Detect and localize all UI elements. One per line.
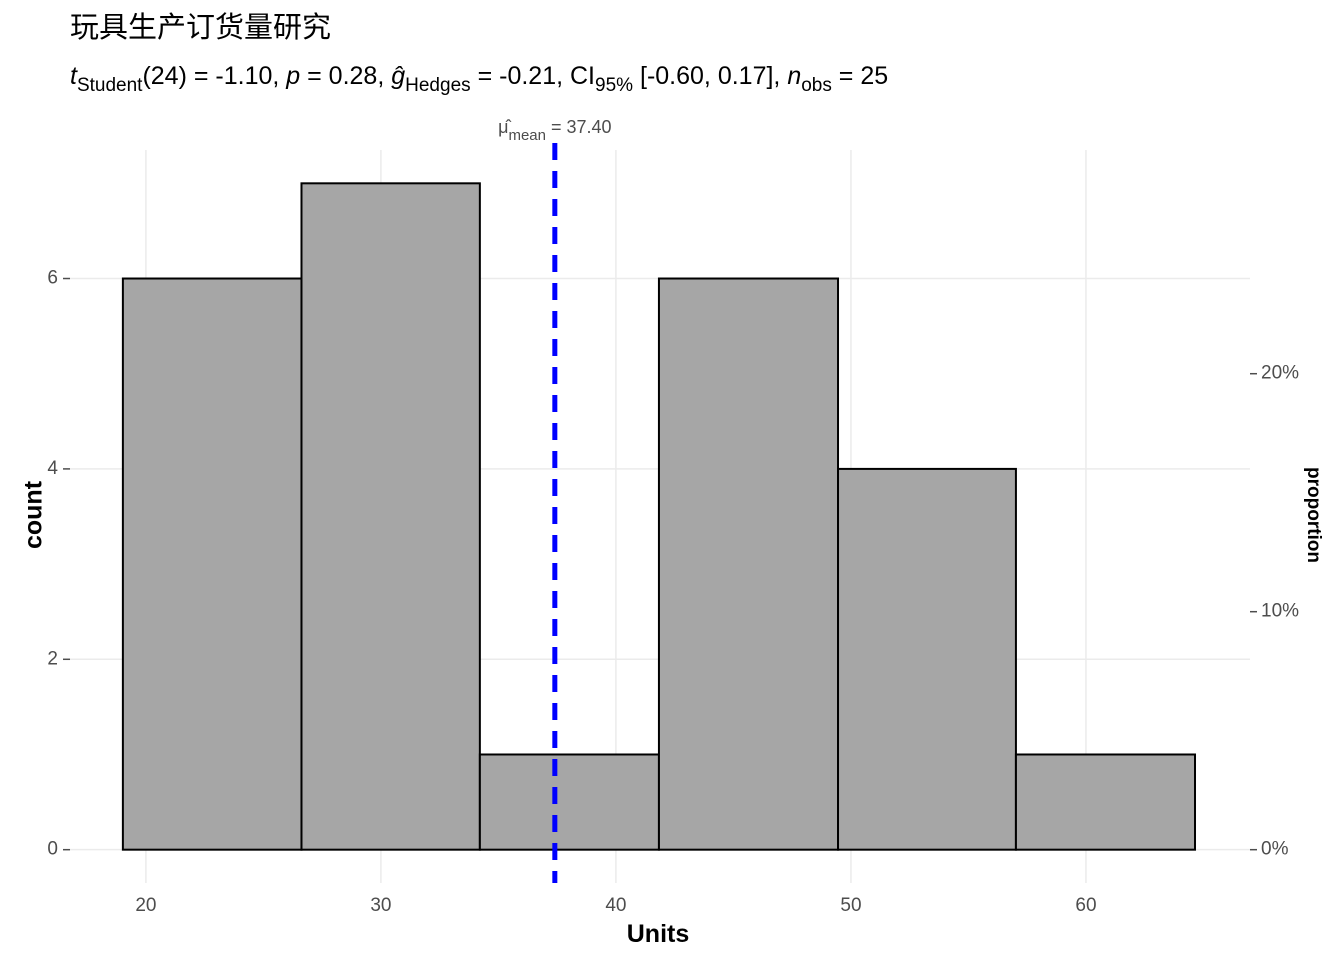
text-segment: p [285, 62, 300, 90]
y2-tick-label: 20% [1261, 363, 1299, 384]
y-tick-label: 0 [47, 839, 58, 860]
text-segment: μ̂ [498, 117, 511, 137]
y-tick-label: 2 [47, 648, 58, 669]
x-tick-label: 30 [370, 895, 391, 916]
text-segment: = 25 [832, 62, 888, 90]
chart-subtitle: tStudent(24) = -1.10, p = 0.28, ĝHedges… [70, 62, 888, 96]
bar [837, 467, 1017, 851]
x-axis-title: Units [627, 920, 690, 948]
bar [300, 182, 481, 851]
x-tick-label: 50 [840, 895, 861, 916]
text-segment: mean [508, 127, 546, 144]
mean-label: μ̂mean = 37.40 [498, 117, 611, 144]
y2-tick-label: 0% [1261, 839, 1289, 860]
text-segment: t [70, 62, 78, 90]
text-segment: Student [77, 75, 143, 96]
text-segment: = -0.21, CI [471, 62, 595, 90]
text-segment: ĝ [391, 62, 405, 90]
text-segment: obs [801, 75, 832, 96]
y2-tick-label: 10% [1261, 601, 1299, 622]
chart-title: 玩具生产订货量研究 [70, 11, 331, 44]
text-segment: [-0.60, 0.17], [633, 62, 787, 90]
text-segment: (24) = -1.10, [142, 62, 286, 90]
x-tick-label: 40 [605, 895, 626, 916]
text-segment: n [787, 62, 801, 90]
y2-axis-title: proportion [1303, 467, 1324, 563]
bar [478, 753, 660, 851]
bar [657, 277, 840, 851]
y-tick-label: 6 [47, 268, 58, 289]
bar [1014, 753, 1197, 851]
text-segment: = 0.28, [300, 62, 391, 90]
text-segment: 95% [595, 75, 633, 96]
y-tick-label: 4 [47, 458, 58, 479]
bar [121, 277, 303, 851]
x-tick-label: 60 [1075, 895, 1096, 916]
x-tick-label: 20 [135, 895, 156, 916]
text-segment: = 37.40 [546, 117, 612, 137]
text-segment: Hedges [405, 75, 471, 96]
y-axis-title: count [20, 480, 48, 549]
